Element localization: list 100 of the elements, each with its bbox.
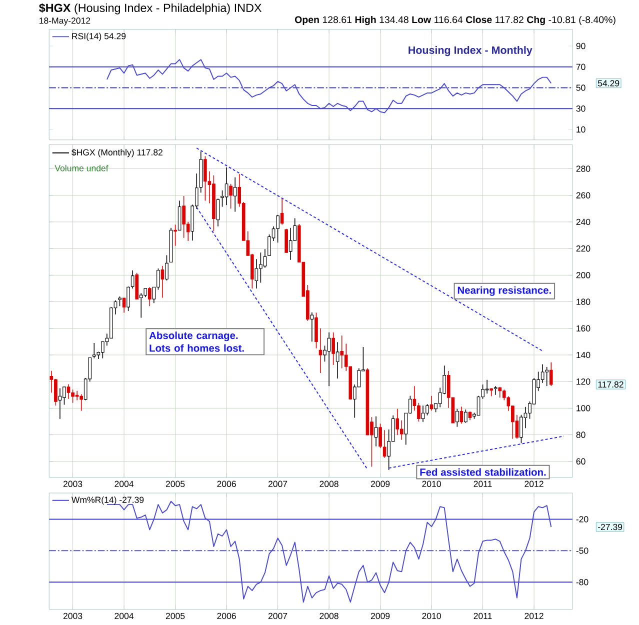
candlestick: [148, 286, 152, 307]
candlestick: [71, 389, 74, 404]
candlestick: [426, 404, 429, 416]
y-tick-label: 70: [576, 64, 586, 70]
candlestick: [126, 286, 130, 312]
candlestick: [75, 390, 79, 401]
candlestick: [460, 406, 464, 424]
y-tick-label: -80: [576, 579, 588, 586]
y-tick-label: 120: [576, 378, 590, 385]
y-tick-label: 10: [576, 126, 586, 133]
candlestick: [276, 214, 280, 243]
x-tick-label: 2009: [370, 612, 390, 620]
candlestick: [327, 332, 331, 386]
candlestick: [310, 312, 314, 342]
candlestick: [456, 408, 459, 428]
candlestick: [396, 408, 400, 436]
candlestick: [314, 312, 318, 349]
candlestick: [400, 420, 404, 440]
series-label: Wm%R(14) -27.39: [71, 496, 144, 505]
candlestick: [80, 394, 83, 412]
candlestick: [178, 200, 182, 231]
candlestick: [174, 224, 177, 246]
candlestick: [62, 386, 66, 406]
x-tick-label: 2011: [474, 480, 492, 487]
x-tick-label: 2008: [320, 612, 338, 620]
x-tick-label: 2006: [217, 612, 236, 620]
x-tick-label: 2003: [63, 480, 82, 487]
x-tick-label: 2012: [524, 612, 544, 620]
x-tick-label: 2004: [114, 480, 134, 487]
y-tick-label: 160: [576, 325, 590, 332]
candlestick: [263, 248, 267, 268]
candlestick: [485, 379, 489, 394]
y-tick-label: 240: [576, 218, 590, 226]
candlestick: [204, 156, 207, 202]
chart-subtitle: 18-May-2012: [40, 18, 90, 26]
candlestick: [130, 270, 134, 289]
y-tick-label: -50: [576, 548, 588, 554]
y-tick-label: 260: [576, 192, 590, 198]
candlestick: [233, 176, 237, 212]
x-tick-label: 2008: [320, 480, 338, 487]
candlestick: [374, 416, 378, 447]
y-tick-label: 50: [576, 84, 586, 91]
candlestick: [336, 342, 340, 379]
candlestick: [165, 254, 168, 281]
x-tick-label: 2004: [114, 612, 134, 620]
x-tick-label: 2003: [63, 612, 82, 620]
legend-label: $HGX (Monthly) 117.82: [72, 148, 162, 158]
y-tick-label: 80: [576, 432, 586, 438]
candlestick: [280, 198, 284, 225]
candlestick: [417, 402, 420, 422]
chart-title: $HGX (Housing Index - Philadelphia) INDX: [39, 3, 262, 14]
candlestick: [118, 296, 122, 307]
candlestick: [288, 228, 292, 260]
y-tick-label: 180: [576, 298, 590, 305]
annotation: Fed assisted stabilization.: [420, 468, 546, 476]
candlestick: [378, 423, 382, 448]
y-tick-label: 200: [576, 272, 590, 278]
y-tick-label: -20: [576, 516, 588, 522]
candlestick: [520, 414, 523, 444]
annotation: Absolute carnage. Lots of homes lost.: [149, 332, 244, 352]
candlestick: [494, 386, 498, 396]
x-tick-label: 2005: [166, 612, 185, 620]
x-tick-label: 2012: [524, 480, 544, 487]
candlestick: [464, 409, 468, 424]
x-tick-label: 2007: [268, 480, 288, 487]
candlestick: [318, 328, 322, 374]
candlestick: [58, 388, 62, 420]
candlestick: [498, 386, 502, 398]
y-tick-label: 100: [576, 405, 590, 412]
candlestick: [92, 342, 96, 359]
x-tick-label: 2010: [422, 612, 441, 620]
candlestick: [66, 384, 70, 400]
candlestick: [284, 228, 288, 253]
x-tick-label: 2005: [166, 480, 185, 487]
candlestick: [224, 166, 228, 206]
x-tick-label: 2010: [422, 480, 441, 487]
candlestick: [229, 183, 232, 209]
annotation: Volume undef: [54, 164, 108, 172]
candlestick: [382, 430, 386, 458]
candlestick: [254, 258, 258, 289]
text: 54.29: [598, 80, 620, 86]
text: -27.39: [598, 524, 622, 530]
y-tick-label: 30: [576, 105, 586, 112]
y-tick-label: 90: [576, 42, 586, 50]
candlestick: [122, 297, 126, 314]
candlestick: [340, 335, 344, 369]
y-tick-label: 280: [576, 166, 590, 172]
text: 117.82: [598, 381, 624, 388]
y-tick-label: 60: [576, 458, 586, 464]
candlestick: [545, 366, 549, 386]
text: RSI(14) 54.29: [72, 32, 126, 41]
y-tick-label: 140: [576, 352, 590, 358]
candlestick: [549, 362, 553, 386]
annotation: Housing Index - Monthly: [408, 46, 532, 56]
annotation: Nearing resistance.: [458, 286, 551, 296]
candlestick: [332, 332, 335, 366]
text: Open 128.61 High 134.48 Low 116.64 Close 117.82 Chg -10.81 (-8.40%): [294, 16, 616, 26]
x-tick-label: 2011: [474, 612, 492, 620]
y-tick-label: 220: [576, 245, 590, 252]
x-tick-label: 2007: [268, 612, 288, 620]
